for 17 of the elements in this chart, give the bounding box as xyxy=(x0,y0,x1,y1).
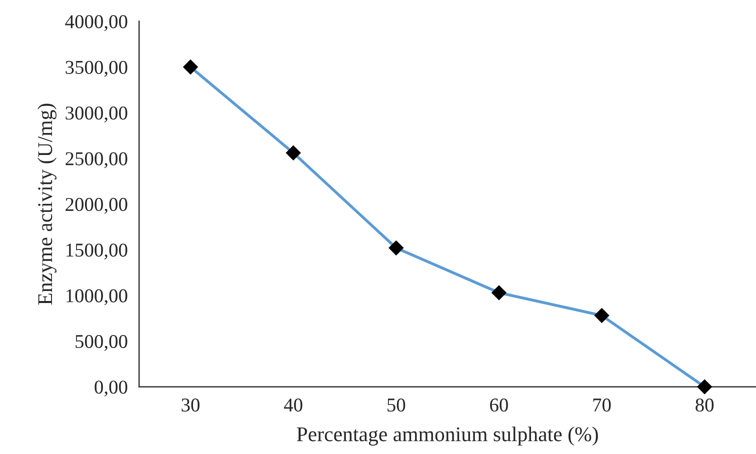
y-tick-label: 3500,00 xyxy=(66,60,128,77)
y-tick-label: 0,00 xyxy=(94,380,128,397)
y-tick-label: 1500,00 xyxy=(66,244,128,260)
y-tick-label: 500,00 xyxy=(76,334,128,351)
x-tick-label: 80 xyxy=(696,398,714,412)
y-tick-label: 3000,00 xyxy=(66,106,128,122)
x-tick-label: 70 xyxy=(593,398,611,412)
x-tick-label: 50 xyxy=(388,398,406,412)
x-tick-label: 40 xyxy=(284,398,302,412)
y-tick-label: 2000,00 xyxy=(66,198,128,214)
y-tick-label: 4000,00 xyxy=(65,15,128,32)
x-tick-label: 30 xyxy=(182,398,200,412)
x-axis-title: Percentage ammonium sulphate (%) xyxy=(296,426,598,446)
y-tick-label: 2500,00 xyxy=(66,152,128,168)
y-axis-title: Enzyme activity (U/mg) xyxy=(38,104,56,305)
x-tick-label: 60 xyxy=(490,398,508,412)
y-tick-label: 1000,00 xyxy=(66,289,128,306)
